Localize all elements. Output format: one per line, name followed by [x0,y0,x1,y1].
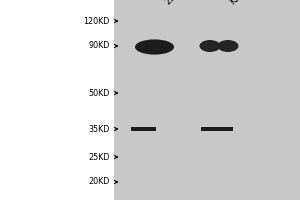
Text: 25KD: 25KD [88,152,110,162]
Bar [114,0,300,200]
Text: 35KD: 35KD [88,124,109,134]
Bar [201,127,232,131]
Ellipse shape [200,40,220,52]
Text: K562: K562 [228,0,249,6]
Text: 50KD: 50KD [88,88,109,98]
Text: 120KD: 120KD [83,17,110,25]
Ellipse shape [218,40,239,52]
Text: 90KD: 90KD [88,42,109,50]
Text: 293T: 293T [164,0,184,6]
Ellipse shape [135,39,174,55]
Text: 20KD: 20KD [88,178,109,186]
Bar [130,127,156,131]
